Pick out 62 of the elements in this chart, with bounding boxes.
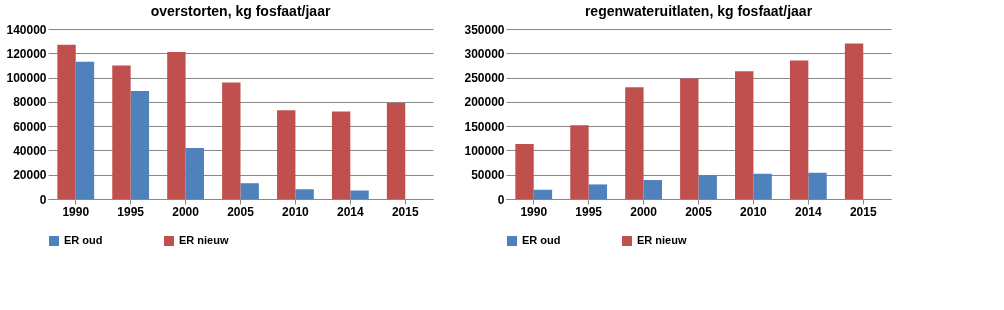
bar — [533, 189, 553, 199]
bar — [185, 148, 204, 199]
bar — [789, 60, 809, 199]
bar — [643, 180, 662, 199]
x-tick-label: 2005 — [685, 204, 713, 219]
x-tick-label: 2010 — [282, 204, 310, 219]
x-tick-label: 1990 — [520, 204, 548, 219]
y-tick-label: 200000 — [464, 95, 505, 110]
bar — [277, 110, 296, 199]
bar — [680, 78, 699, 199]
x-tick-label: 2005 — [227, 204, 255, 219]
legend-label: ER nieuw — [637, 234, 687, 246]
y-tick-label: 350000 — [464, 22, 505, 37]
bar — [808, 172, 827, 199]
x-tick-label: 2000 — [630, 204, 658, 219]
bar — [515, 144, 534, 199]
x-tick-label: 2014 — [336, 204, 365, 219]
bar — [57, 44, 76, 199]
bar — [625, 87, 644, 199]
bar — [570, 125, 589, 199]
y-tick-label: 0 — [497, 192, 505, 207]
bar — [240, 183, 259, 199]
bar — [331, 111, 351, 199]
y-tick-label: 300000 — [464, 46, 505, 61]
x-tick-label: 2010 — [740, 204, 768, 219]
x-tick-label: 2015 — [849, 204, 877, 219]
y-tick-label: 250000 — [464, 71, 505, 86]
x-tick-label: 2015 — [391, 204, 419, 219]
bar — [386, 103, 406, 199]
x-tick-label: 1995 — [575, 204, 603, 219]
y-tick-label: 100000 — [6, 71, 47, 86]
y-tick-label: 120000 — [6, 46, 47, 61]
y-tick-label: 100000 — [464, 143, 505, 158]
bar — [222, 82, 241, 199]
y-tick-label: 20000 — [13, 168, 47, 183]
bar — [295, 189, 314, 199]
chart-title: regenwateruitlaten, kg fosfaat/jaar — [584, 3, 813, 19]
legend-label: ER nieuw — [179, 234, 229, 246]
bar — [844, 43, 864, 199]
bar — [75, 61, 95, 199]
x-tick-label: 2000 — [172, 204, 200, 219]
legend-label: ER oud — [64, 234, 103, 246]
bar — [350, 190, 369, 199]
y-tick-label: 60000 — [13, 119, 47, 134]
y-tick-label: 80000 — [13, 95, 47, 110]
legend-label: ER oud — [522, 234, 561, 246]
y-tick-label: 0 — [39, 192, 47, 207]
y-tick-label: 150000 — [464, 119, 505, 134]
y-tick-label: 40000 — [13, 143, 47, 158]
y-tick-label: 140000 — [6, 22, 47, 37]
bar — [698, 175, 717, 199]
bar — [130, 90, 150, 199]
bar — [588, 184, 608, 199]
x-tick-label: 1995 — [117, 204, 145, 219]
bar — [112, 65, 131, 199]
bar — [167, 52, 186, 199]
y-tick-label: 50000 — [471, 168, 505, 183]
x-tick-label: 1990 — [62, 204, 90, 219]
bar — [735, 71, 754, 199]
bar — [753, 173, 772, 199]
x-tick-label: 2014 — [794, 204, 823, 219]
chart-title: overstorten, kg fosfaat/jaar — [150, 3, 331, 19]
